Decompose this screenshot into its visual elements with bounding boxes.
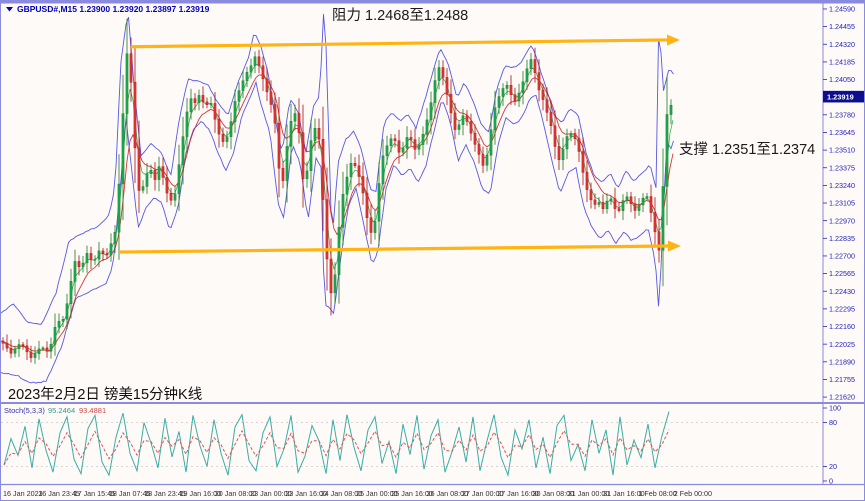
svg-text:23 Jan 00:00: 23 Jan 00:00 <box>250 489 292 498</box>
symbol-ohlc-line: GBPUSD#,M15 1.23900 1.23920 1.23897 1.23… <box>17 4 210 14</box>
lower-support-arrow[interactable] <box>118 244 669 254</box>
svg-text:1.22295: 1.22295 <box>829 304 855 313</box>
support-annotation: 支撑 1.2351至1.2374 <box>679 141 815 158</box>
svg-text:25 Jan 00:00: 25 Jan 00:00 <box>356 489 398 498</box>
svg-text:1.21890: 1.21890 <box>829 357 855 366</box>
svg-text:19 Jan 16:00: 19 Jan 16:00 <box>180 489 222 498</box>
upper-band-line <box>1 14 674 325</box>
svg-text:31 Jan 00:00: 31 Jan 00:00 <box>568 489 610 498</box>
svg-text:1.24050: 1.24050 <box>829 75 855 84</box>
svg-text:1 Feb 08:00: 1 Feb 08:00 <box>638 489 676 498</box>
svg-text:1.24185: 1.24185 <box>829 57 855 66</box>
ma-line <box>1 74 674 352</box>
svg-text:16 Jan 23:45: 16 Jan 23:45 <box>38 489 80 498</box>
svg-text:20: 20 <box>829 462 837 471</box>
svg-text:1.24320: 1.24320 <box>829 40 855 49</box>
svg-text:25 Jan 16:00: 25 Jan 16:00 <box>391 489 433 498</box>
last-price-badge <box>823 90 864 103</box>
svg-text:18 Jan 07:45: 18 Jan 07:45 <box>109 489 151 498</box>
svg-text:16 Jan 2023: 16 Jan 2023 <box>3 489 43 498</box>
lower-support-arrow-head <box>668 240 681 252</box>
resistance-annotation: 阻力 1.2468至1.2488 <box>332 7 468 24</box>
price-axis: 1.24590 1.24455 1.24320 1.24185 1.24050 1.239… <box>823 5 855 402</box>
svg-text:1.22565: 1.22565 <box>829 269 855 278</box>
upper-resistance-arrow[interactable] <box>130 38 668 49</box>
svg-text:2 Feb 00:00: 2 Feb 00:00 <box>674 489 712 498</box>
svg-text:1.22835: 1.22835 <box>829 234 855 243</box>
upper-resistance-arrow-head <box>667 34 680 46</box>
svg-text:1.22970: 1.22970 <box>829 216 855 225</box>
svg-text:1.22430: 1.22430 <box>829 287 855 296</box>
svg-text:1.24455: 1.24455 <box>829 22 855 31</box>
svg-text:1.23780: 1.23780 <box>829 110 855 119</box>
stoch-signal-value: 93.4881 <box>79 406 106 415</box>
date-annotation: 2023年2月2日 镑美15分钟K线 <box>8 386 202 403</box>
svg-text:24 Jan 08:00: 24 Jan 08:00 <box>321 489 363 498</box>
svg-text:1.21620: 1.21620 <box>829 393 855 402</box>
svg-text:27 Jan 00:00: 27 Jan 00:00 <box>462 489 504 498</box>
svg-text:1.23105: 1.23105 <box>829 199 855 208</box>
svg-text:1.22025: 1.22025 <box>829 340 855 349</box>
ma-line <box>1 63 674 354</box>
svg-text:100: 100 <box>829 404 841 413</box>
svg-text:27 Jan 16:00: 27 Jan 16:00 <box>497 489 539 498</box>
svg-text:1.23240: 1.23240 <box>829 181 855 190</box>
lower-band-line <box>1 80 674 384</box>
svg-text:1.22160: 1.22160 <box>829 322 855 331</box>
svg-text:26 Jan 08:00: 26 Jan 08:00 <box>427 489 469 498</box>
svg-text:17 Jan 15:45: 17 Jan 15:45 <box>74 489 116 498</box>
svg-text:0: 0 <box>829 477 833 486</box>
svg-text:23 Jan 16:00: 23 Jan 16:00 <box>285 489 327 498</box>
window-top-border <box>1 1 864 4</box>
svg-text:30 Jan 08:00: 30 Jan 08:00 <box>533 489 575 498</box>
stoch-main-value: 95.2464 <box>48 406 75 415</box>
svg-text:20 Jan 08:00: 20 Jan 08:00 <box>215 489 257 498</box>
svg-text:1.23510: 1.23510 <box>829 146 855 155</box>
stoch-indicator-label: Stoch(5,3,3) <box>4 406 45 415</box>
svg-text:1.24590: 1.24590 <box>829 5 855 14</box>
svg-text:31 Jan 16:00: 31 Jan 16:00 <box>603 489 645 498</box>
stoch-axis: 100 80 20 0 <box>823 404 841 486</box>
stoch-signal-line <box>3 429 670 466</box>
svg-text:1.21755: 1.21755 <box>829 375 855 384</box>
svg-text:80: 80 <box>829 418 837 427</box>
svg-text:1.22700: 1.22700 <box>829 252 855 261</box>
symbol-dropdown-icon[interactable] <box>6 7 13 12</box>
last-price-value: 1.23919 <box>827 92 854 101</box>
svg-text:1.23645: 1.23645 <box>829 128 855 137</box>
candles-layer <box>1 18 673 364</box>
svg-text:18 Jan 23:45: 18 Jan 23:45 <box>144 489 186 498</box>
svg-text:1.23375: 1.23375 <box>829 163 855 172</box>
stoch-main-line <box>3 411 670 478</box>
